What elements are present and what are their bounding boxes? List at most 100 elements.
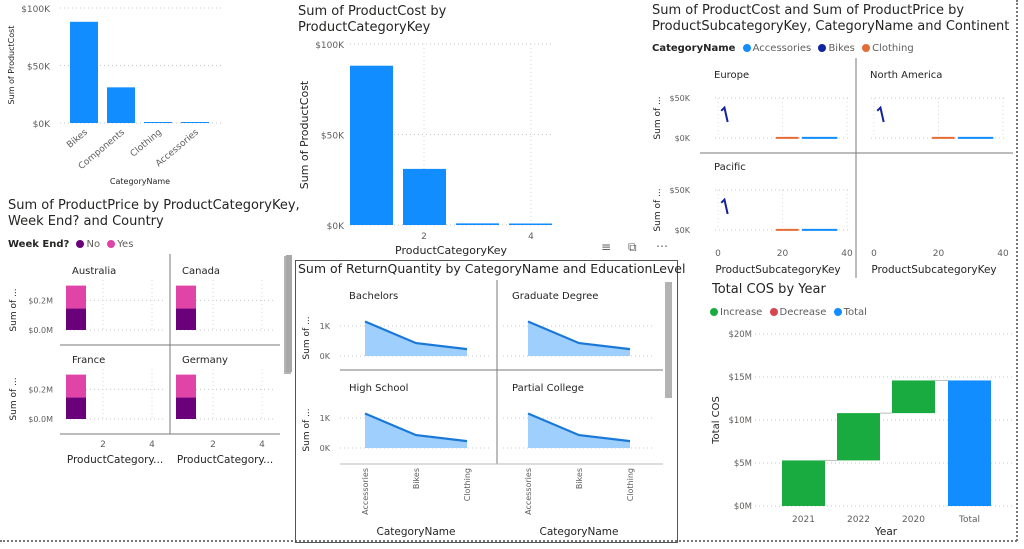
bar-yes[interactable] <box>66 374 86 398</box>
panel-title: Graduate Degree <box>512 291 598 302</box>
area-line[interactable] <box>364 412 468 443</box>
area-line[interactable] <box>364 320 468 351</box>
y-tick-label: $0.0M <box>28 326 53 335</box>
area-fill <box>365 321 467 356</box>
y-axis-title: Sum of ... <box>302 408 312 451</box>
legend-label: Clothing <box>872 43 914 54</box>
panel-title: High School <box>349 383 408 394</box>
x-tick-label: Bikes <box>65 127 90 150</box>
x-axis-title: CategoryName <box>377 526 456 538</box>
waterfall-bar-total[interactable] <box>948 380 991 506</box>
bar-yes[interactable] <box>176 374 196 398</box>
country-chart[interactable]: Australia $0.2M $0.0M Sum of ... Canada Franc… <box>0 252 290 472</box>
bar-no[interactable] <box>176 397 196 419</box>
focus-mode-icon[interactable]: ⧉ <box>628 240 637 254</box>
x-tick-label: 2 <box>100 440 106 450</box>
bar-yes[interactable] <box>66 285 86 309</box>
x-axis-title: ProductCategoryKey <box>395 244 507 257</box>
legend-item-clothing[interactable]: Clothing <box>858 43 914 54</box>
y-axis-title: Sum of ... <box>653 96 663 139</box>
x-axis-title: Year <box>874 526 898 538</box>
y-tick-label: $50K <box>27 63 51 73</box>
bar-yes[interactable] <box>176 285 196 309</box>
bar-accessories[interactable] <box>181 122 209 123</box>
legend-label: Accessories <box>752 43 812 54</box>
bar-no[interactable] <box>66 397 86 419</box>
y-axis-title: Sum of ... <box>302 316 312 359</box>
y-tick-label: $10M <box>728 416 752 426</box>
continent-title: Sum of ProductCost and Sum of ProductPri… <box>652 3 1009 35</box>
key-cost-title-line2: ProductCategoryKey <box>298 20 431 35</box>
legend-label: Decrease <box>779 307 827 318</box>
panel-title: Europe <box>714 70 749 81</box>
continent-legend-title: CategoryName <box>652 43 736 54</box>
bar-no[interactable] <box>66 308 86 330</box>
legend-dot-icon <box>833 308 842 316</box>
bar-no[interactable] <box>176 308 196 330</box>
country-legend: Week End? No Yes <box>8 239 133 250</box>
x-tick-label: 4 <box>149 440 155 450</box>
x-axis-title: ProductCategory... <box>177 454 273 466</box>
legend-item-decrease[interactable]: Decrease <box>766 307 827 318</box>
waterfall-bar-2022[interactable] <box>837 413 880 461</box>
x-tick-label: 40 <box>997 249 1009 259</box>
waterfall-legend: Increase Decrease Total <box>710 307 867 318</box>
filter-icon[interactable]: ≡ <box>601 240 612 254</box>
legend-item-increase[interactable]: Increase <box>710 307 762 318</box>
legend-item-total[interactable]: Total <box>830 307 867 318</box>
key-cost-chart[interactable]: $100K $50K $0K 2 4 ProductCategoryKey Sum of P… <box>290 30 590 260</box>
bar-components[interactable] <box>107 87 135 123</box>
resize-handle-left[interactable] <box>286 255 292 372</box>
y-tick-label: $0K <box>327 222 345 232</box>
returns-visual-frame[interactable] <box>295 260 678 543</box>
bar-bikes[interactable] <box>70 21 98 123</box>
x-tick-label: Accessories <box>361 468 370 515</box>
area-line[interactable] <box>527 412 631 443</box>
legend-dot-icon <box>76 240 85 248</box>
continent-chart[interactable]: Europe $50K $0K Sum of ... North America Paci… <box>645 58 1015 278</box>
panel-title: Germany <box>182 355 228 366</box>
line-bikes[interactable] <box>720 197 729 215</box>
y-tick-label: $100K <box>21 5 51 15</box>
x-axis-title: ProductCategory... <box>67 454 163 466</box>
waterfall-title: Total COS by Year <box>712 282 826 297</box>
x-tick-label: 40 <box>841 249 853 259</box>
y-axis-title: Sum of ... <box>9 377 19 420</box>
line-bikes[interactable] <box>720 105 729 123</box>
waterfall-bar-2020[interactable] <box>892 380 935 414</box>
y-tick-label: $0K <box>675 134 691 143</box>
bar-key-1[interactable] <box>350 65 393 225</box>
legend-label: No <box>86 239 101 250</box>
x-tick-label: 20 <box>777 249 789 259</box>
x-axis-title: CategoryName <box>540 526 619 538</box>
x-tick-label: Clothing <box>626 468 635 501</box>
panel-title: France <box>72 355 105 366</box>
y-tick-label: $0.2M <box>28 385 53 394</box>
returns-scrollbar[interactable] <box>665 282 672 398</box>
legend-label: Total <box>843 307 867 318</box>
waterfall-bar-2021[interactable] <box>782 460 825 506</box>
line-bikes[interactable] <box>876 105 885 123</box>
bar-key-2[interactable] <box>403 168 446 225</box>
bar-key-3[interactable] <box>456 223 499 225</box>
x-tick-label: Accessories <box>524 468 533 515</box>
returns-chart[interactable]: Bachelors 1K 0K Sum of ... Graduate Degree Hi… <box>295 278 675 540</box>
x-tick-label: Total <box>958 515 980 525</box>
legend-dot-icon <box>862 44 871 52</box>
more-options-icon[interactable]: ⋯ <box>656 239 668 253</box>
x-tick-label: 2022 <box>847 515 870 525</box>
x-tick-label: 2 <box>210 440 216 450</box>
page-border-right <box>1016 0 1018 541</box>
legend-item-accessories[interactable]: Accessories <box>739 43 812 54</box>
legend-item-bikes[interactable]: Bikes <box>814 43 855 54</box>
waterfall-chart[interactable]: $20M $15M $10M $5M $0M Total COS 2021 2022 2020 T… <box>690 320 1015 542</box>
legend-item-yes[interactable]: Yes <box>103 239 133 250</box>
area-fill <box>528 413 630 448</box>
page-border-bottom <box>0 540 1017 542</box>
y-tick-label: $0M <box>734 502 752 512</box>
bar-clothing[interactable] <box>144 122 172 123</box>
area-line[interactable] <box>527 320 631 351</box>
legend-item-no[interactable]: No <box>72 239 100 250</box>
bar-key-4[interactable] <box>509 223 552 226</box>
